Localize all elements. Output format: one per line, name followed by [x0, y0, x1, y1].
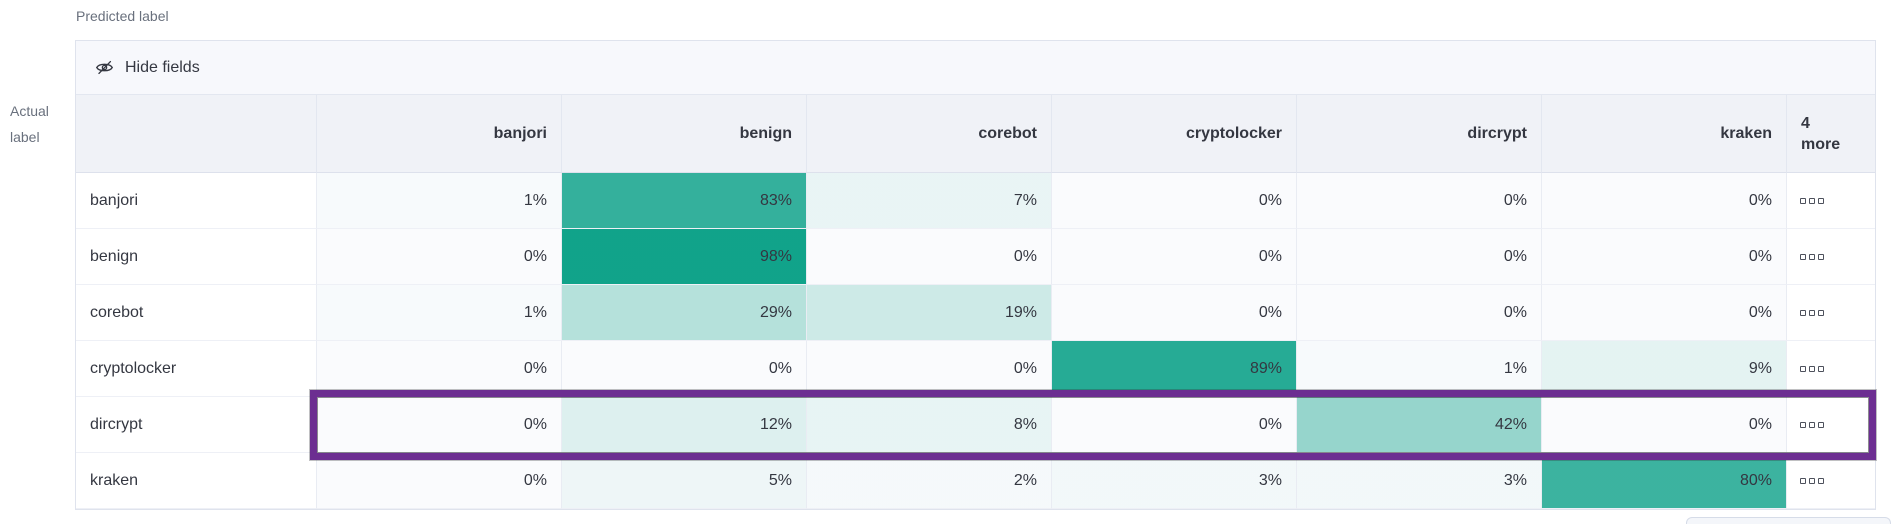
cell-kraken-banjori[interactable]: 0%: [317, 453, 562, 509]
row-actions-button[interactable]: [1787, 173, 1875, 229]
actual-axis-label-line2: label: [10, 129, 40, 145]
row-label-banjori: banjori: [76, 173, 317, 229]
ellipsis-box: [1809, 197, 1815, 204]
cell-cryptolocker-kraken[interactable]: 9%: [1542, 341, 1787, 397]
cell-benign-kraken[interactable]: 0%: [1542, 229, 1787, 285]
eye-slash-icon: [95, 58, 114, 77]
hide-fields-label: Hide fields: [125, 58, 200, 76]
row-actions-button[interactable]: [1787, 285, 1875, 341]
cell-corebot-banjori[interactable]: 1%: [317, 285, 562, 341]
row-actions-button[interactable]: [1787, 341, 1875, 397]
ellipsis-box: [1818, 365, 1824, 372]
ellipsis-box: [1818, 253, 1824, 260]
ellipsis-boxes-icon: [1800, 253, 1824, 260]
ellipsis-box: [1800, 309, 1806, 316]
row-actions-button[interactable]: [1787, 453, 1875, 509]
ellipsis-box: [1809, 421, 1815, 428]
header-corner-cell: [76, 95, 317, 173]
cell-benign-corebot[interactable]: 0%: [807, 229, 1052, 285]
ellipsis-boxes-icon: [1800, 421, 1824, 428]
ellipsis-box: [1800, 421, 1806, 428]
cell-kraken-corebot[interactable]: 2%: [807, 453, 1052, 509]
ellipsis-box: [1809, 477, 1815, 484]
ellipsis-boxes-icon: [1800, 197, 1824, 204]
cell-corebot-kraken[interactable]: 0%: [1542, 285, 1787, 341]
cell-dircrypt-dircrypt[interactable]: 42%: [1297, 397, 1542, 453]
column-header-row: banjori benign corebot cryptolocker dircrypt…: [76, 95, 1875, 173]
column-header-banjori[interactable]: banjori: [317, 95, 562, 173]
cell-benign-benign[interactable]: 98%: [562, 229, 807, 285]
ellipsis-box: [1818, 421, 1824, 428]
cell-cryptolocker-corebot[interactable]: 0%: [807, 341, 1052, 397]
cell-kraken-kraken[interactable]: 80%: [1542, 453, 1787, 509]
confusion-matrix-grid: Hide fields banjori benign corebot cryptolo…: [75, 40, 1876, 510]
ellipsis-box: [1809, 365, 1815, 372]
column-header-dircrypt[interactable]: dircrypt: [1297, 95, 1542, 173]
cell-cryptolocker-dircrypt[interactable]: 1%: [1297, 341, 1542, 397]
table-row-kraken: kraken 0% 5% 2% 3% 3% 80%: [76, 453, 1875, 509]
cell-corebot-cryptolocker[interactable]: 0%: [1052, 285, 1297, 341]
row-actions-button[interactable]: [1787, 397, 1875, 453]
cell-banjori-cryptolocker[interactable]: 0%: [1052, 173, 1297, 229]
cell-banjori-banjori[interactable]: 1%: [317, 173, 562, 229]
column-header-kraken[interactable]: kraken: [1542, 95, 1787, 173]
cell-cryptolocker-banjori[interactable]: 0%: [317, 341, 562, 397]
partial-popover-edge[interactable]: [1686, 517, 1891, 524]
predicted-axis-label: Predicted label: [76, 8, 169, 24]
ellipsis-box: [1800, 253, 1806, 260]
ellipsis-box: [1800, 365, 1806, 372]
row-label-benign: benign: [76, 229, 317, 285]
cell-corebot-dircrypt[interactable]: 0%: [1297, 285, 1542, 341]
ellipsis-box: [1809, 253, 1815, 260]
cell-banjori-benign[interactable]: 83%: [562, 173, 807, 229]
table-row-corebot: corebot 1% 29% 19% 0% 0% 0%: [76, 285, 1875, 341]
column-header-corebot[interactable]: corebot: [807, 95, 1052, 173]
matrix-body: banjori 1% 83% 7% 0% 0% 0% benign 0% 98% 0% 0% 0% 0% c…: [76, 173, 1875, 509]
cell-kraken-benign[interactable]: 5%: [562, 453, 807, 509]
column-header-more[interactable]: 4 more: [1787, 95, 1875, 173]
ellipsis-boxes-icon: [1800, 477, 1824, 484]
cell-dircrypt-banjori[interactable]: 0%: [317, 397, 562, 453]
ellipsis-box: [1818, 477, 1824, 484]
ellipsis-box: [1818, 197, 1824, 204]
cell-dircrypt-corebot[interactable]: 8%: [807, 397, 1052, 453]
actual-axis-label: Actual label: [10, 98, 49, 150]
cell-corebot-benign[interactable]: 29%: [562, 285, 807, 341]
hide-fields-button[interactable]: Hide fields: [76, 41, 1875, 95]
ellipsis-box: [1800, 477, 1806, 484]
row-label-dircrypt: dircrypt: [76, 397, 317, 453]
ellipsis-boxes-icon: [1800, 365, 1824, 372]
cell-benign-cryptolocker[interactable]: 0%: [1052, 229, 1297, 285]
column-header-cryptolocker[interactable]: cryptolocker: [1052, 95, 1297, 173]
ellipsis-boxes-icon: [1800, 309, 1824, 316]
cell-benign-banjori[interactable]: 0%: [317, 229, 562, 285]
cell-dircrypt-kraken[interactable]: 0%: [1542, 397, 1787, 453]
cell-corebot-corebot[interactable]: 19%: [807, 285, 1052, 341]
cell-banjori-kraken[interactable]: 0%: [1542, 173, 1787, 229]
cell-dircrypt-cryptolocker[interactable]: 0%: [1052, 397, 1297, 453]
cell-benign-dircrypt[interactable]: 0%: [1297, 229, 1542, 285]
table-row-benign: benign 0% 98% 0% 0% 0% 0%: [76, 229, 1875, 285]
row-label-cryptolocker: cryptolocker: [76, 341, 317, 397]
cell-kraken-cryptolocker[interactable]: 3%: [1052, 453, 1297, 509]
cell-banjori-dircrypt[interactable]: 0%: [1297, 173, 1542, 229]
cell-banjori-corebot[interactable]: 7%: [807, 173, 1052, 229]
cell-cryptolocker-cryptolocker[interactable]: 89%: [1052, 341, 1297, 397]
table-row-dircrypt: dircrypt 0% 12% 8% 0% 42% 0%: [76, 397, 1875, 453]
ellipsis-box: [1809, 309, 1815, 316]
row-label-corebot: corebot: [76, 285, 317, 341]
ellipsis-box: [1800, 197, 1806, 204]
row-actions-button[interactable]: [1787, 229, 1875, 285]
ellipsis-box: [1818, 309, 1824, 316]
column-header-benign[interactable]: benign: [562, 95, 807, 173]
actual-axis-label-line1: Actual: [10, 103, 49, 119]
table-row-cryptolocker: cryptolocker 0% 0% 0% 89% 1% 9%: [76, 341, 1875, 397]
cell-kraken-dircrypt[interactable]: 3%: [1297, 453, 1542, 509]
cell-dircrypt-benign[interactable]: 12%: [562, 397, 807, 453]
row-label-kraken: kraken: [76, 453, 317, 509]
table-row-banjori: banjori 1% 83% 7% 0% 0% 0%: [76, 173, 1875, 229]
cell-cryptolocker-benign[interactable]: 0%: [562, 341, 807, 397]
